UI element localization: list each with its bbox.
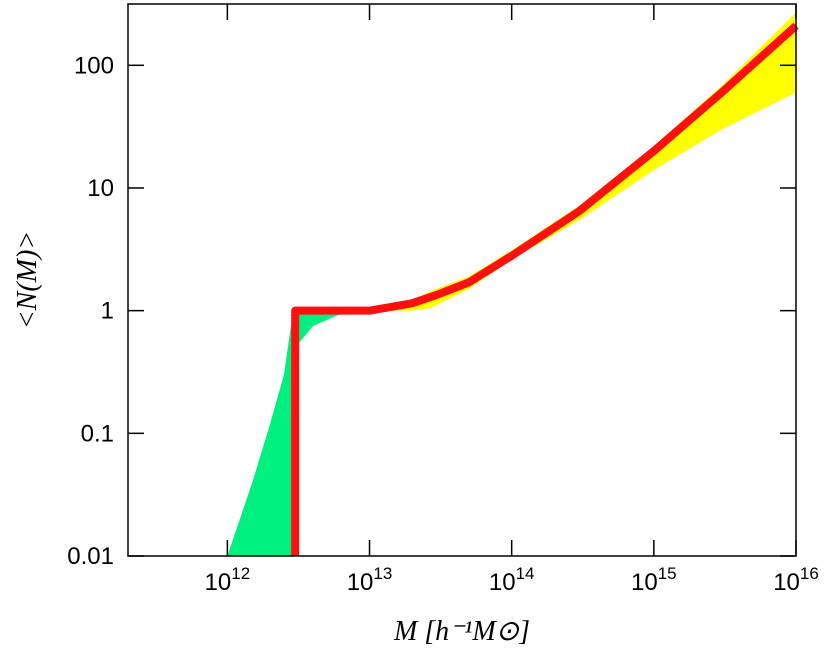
line [291, 22, 799, 556]
y-axis-label: <N(M)> [12, 231, 43, 329]
y-tick-label: 10 [87, 175, 114, 202]
plot-frame [127, 3, 797, 557]
y-tick-label: 0.1 [81, 420, 114, 447]
band [369, 12, 796, 311]
y-tick-label: 100 [74, 52, 114, 79]
band [227, 310, 370, 556]
x-tick-label: 1014 [489, 564, 535, 596]
x-tick-label: 1013 [347, 564, 393, 596]
x-tick-label: 1012 [205, 564, 251, 596]
x-tick-label: 1016 [773, 564, 819, 596]
y-tick-label: 1 [101, 298, 114, 325]
x-tick-label: 1015 [631, 564, 677, 596]
x-axis-label: M [h⁻¹M⊙] [393, 616, 530, 647]
y-tick-label: 0.01 [67, 543, 114, 570]
